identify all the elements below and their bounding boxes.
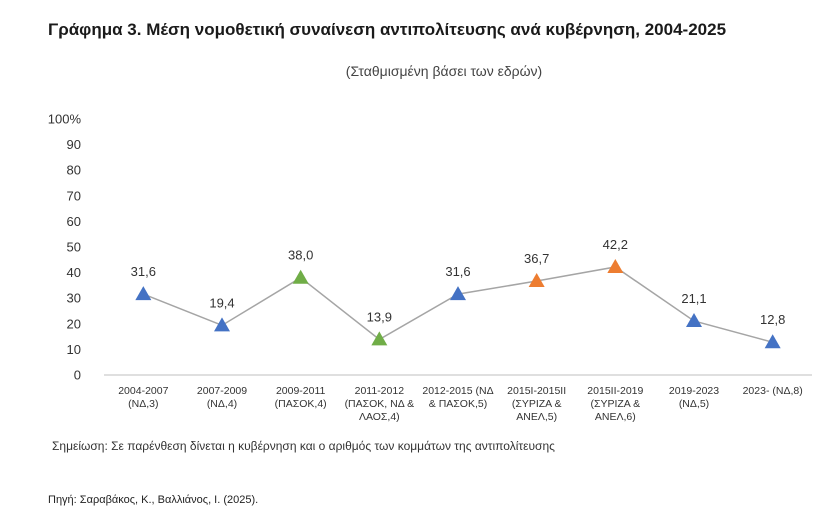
data-label: 38,0 xyxy=(288,248,313,263)
triangle-marker xyxy=(764,334,781,349)
y-tick-label: 30 xyxy=(67,291,81,306)
y-tick-label: 100% xyxy=(48,112,82,127)
data-label: 12,8 xyxy=(760,312,785,327)
y-tick-label: 70 xyxy=(67,188,81,203)
data-label: 19,4 xyxy=(209,295,234,310)
x-category-label: 2012-2015 (ΝΔ & ΠΑΣΟΚ,5) xyxy=(422,385,493,410)
x-category-label: 2004-2007 (ΝΔ,3) xyxy=(118,385,168,410)
triangle-marker xyxy=(135,286,152,301)
x-category-label: 2015Ι-2015ΙΙ (ΣΥΡΙΖΑ & ΑΝΕΛ,5) xyxy=(507,385,566,423)
x-category-label: 2011-2012 (ΠΑΣΟΚ, ΝΔ & ΛΑΟΣ,4) xyxy=(345,385,415,423)
x-category-label: 2007-2009 (ΝΔ,4) xyxy=(197,385,247,410)
data-label: 31,6 xyxy=(131,264,156,279)
y-tick-label: 60 xyxy=(67,214,81,229)
y-tick-label: 0 xyxy=(74,368,81,383)
data-label: 36,7 xyxy=(524,251,549,266)
chart-note: Σημείωση: Σε παρένθεση δίνεται η κυβέρνη… xyxy=(52,439,555,453)
triangle-marker xyxy=(607,258,624,273)
y-tick-label: 20 xyxy=(67,316,81,331)
data-labels: 31,6 19,4 38,0 13,9 31,6 36,7 42,2 21,1 12,8 xyxy=(131,237,786,327)
chart-subtitle: (Σταθμισμένη βάσει των εδρών) xyxy=(345,63,543,79)
y-tick-label: 80 xyxy=(67,163,81,178)
x-category-label: 2023- (ΝΔ,8) xyxy=(743,385,803,397)
chart-source: Πηγή: Σαραβάκος, Κ., Βαλλιάνος, Ι. (2025… xyxy=(48,494,259,506)
series-markers xyxy=(135,258,781,349)
data-label: 21,1 xyxy=(681,291,706,306)
y-tick-label: 10 xyxy=(67,342,81,357)
triangle-marker xyxy=(371,331,388,346)
chart-title: Γράφημα 3. Μέση νομοθετική συναίνεση αντ… xyxy=(48,20,727,39)
x-category-label: 2019-2023 (ΝΔ,5) xyxy=(669,385,719,410)
triangle-marker xyxy=(450,286,466,301)
y-tick-label: 40 xyxy=(67,265,81,280)
x-category-label: 2015ΙΙ-2019 (ΣΥΡΙΖΑ & ΑΝΕΛ,6) xyxy=(587,385,643,423)
triangle-marker xyxy=(292,269,309,284)
x-category-label: 2009-2011 (ΠΑΣΟΚ,4) xyxy=(275,385,327,410)
y-tick-label: 50 xyxy=(67,240,81,255)
data-label: 42,2 xyxy=(603,237,628,252)
data-label: 31,6 xyxy=(445,264,470,279)
y-tick-label: 90 xyxy=(67,137,81,152)
y-axis: 0 10 20 30 40 50 60 70 80 90 100% xyxy=(48,112,82,383)
triangle-marker xyxy=(686,312,702,327)
triangle-marker xyxy=(528,273,545,288)
data-label: 13,9 xyxy=(367,309,392,324)
x-axis-labels: 2004-2007 (ΝΔ,3) 2007-2009 (ΝΔ,4) 2009-2011(… xyxy=(118,385,803,423)
triangle-marker xyxy=(214,317,230,332)
